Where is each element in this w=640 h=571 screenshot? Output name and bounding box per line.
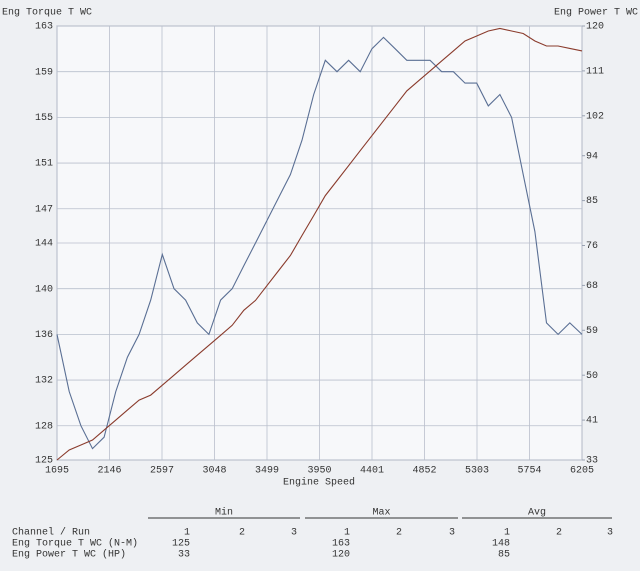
y2-axis-title: Eng Power T WC bbox=[554, 8, 638, 19]
table-run-label: 2 bbox=[239, 528, 245, 539]
x-tick-label: 4852 bbox=[412, 466, 436, 477]
x-tick-label: 3048 bbox=[202, 466, 226, 477]
table-run-label: 3 bbox=[607, 528, 613, 539]
table-channel: Eng Power T WC (HP) bbox=[12, 549, 126, 561]
y-tick-label: 136 bbox=[35, 330, 53, 341]
y2-tick-label: 120 bbox=[586, 22, 604, 33]
x-tick-label: 3950 bbox=[307, 466, 331, 477]
table-run-label: 1 bbox=[504, 528, 510, 539]
x-axis-title: Engine Speed bbox=[283, 477, 355, 489]
y-tick-label: 140 bbox=[35, 284, 53, 295]
table-run-label: 2 bbox=[556, 528, 562, 539]
y-tick-label: 132 bbox=[35, 376, 53, 387]
table-channel: Eng Torque T WC (N-M) bbox=[12, 538, 138, 550]
y2-tick-label: 68 bbox=[586, 281, 598, 292]
y-tick-label: 125 bbox=[35, 456, 53, 467]
table-value: 163 bbox=[332, 539, 350, 550]
table-group-label: Min bbox=[215, 507, 233, 519]
y2-tick-label: 111 bbox=[586, 67, 604, 78]
x-tick-label: 2597 bbox=[150, 466, 174, 477]
series-line bbox=[56, 36, 583, 450]
y2-tick-label: 50 bbox=[586, 371, 598, 382]
y-tick-label: 159 bbox=[35, 67, 53, 78]
x-tick-label: 1695 bbox=[45, 466, 69, 477]
y2-tick-label: 102 bbox=[586, 111, 604, 122]
x-tick-label: 3499 bbox=[255, 466, 279, 477]
y2-tick-label: 85 bbox=[586, 196, 598, 207]
y-tick-label: 144 bbox=[35, 239, 53, 250]
x-tick-label: 4401 bbox=[360, 466, 384, 477]
y2-tick-label: 59 bbox=[586, 326, 598, 337]
y-tick-label: 155 bbox=[35, 113, 53, 124]
y2-tick-label: 41 bbox=[586, 416, 598, 427]
y-tick-label: 163 bbox=[35, 22, 53, 33]
table-run-label: 2 bbox=[396, 528, 402, 539]
table-value: 120 bbox=[332, 550, 350, 561]
x-tick-label: 5303 bbox=[465, 466, 489, 477]
y-tick-label: 151 bbox=[35, 159, 53, 170]
x-tick-label: 5754 bbox=[517, 466, 541, 477]
x-tick-label: 6205 bbox=[570, 466, 594, 477]
table-run-label: 1 bbox=[344, 528, 350, 539]
table-value: 125 bbox=[172, 539, 190, 550]
table-value: 33 bbox=[178, 550, 190, 561]
table-run-label: 1 bbox=[184, 528, 190, 539]
y-tick-label: 147 bbox=[35, 204, 53, 215]
y2-tick-label: 94 bbox=[586, 151, 598, 162]
x-tick-label: 2146 bbox=[97, 466, 121, 477]
table-value: 85 bbox=[498, 550, 510, 561]
y-axis-title: Eng Torque T WC bbox=[2, 8, 92, 19]
series-line bbox=[56, 27, 583, 461]
y2-tick-label: 33 bbox=[586, 456, 598, 467]
table-group-label: Max bbox=[372, 508, 390, 519]
table-value: 148 bbox=[492, 539, 510, 550]
y2-tick-label: 76 bbox=[586, 241, 598, 252]
table-header: Channel / Run bbox=[12, 527, 90, 539]
y-tick-label: 128 bbox=[35, 421, 53, 432]
table-run-label: 3 bbox=[291, 528, 297, 539]
table-group-label: Avg bbox=[528, 508, 546, 519]
table-run-label: 3 bbox=[449, 528, 455, 539]
